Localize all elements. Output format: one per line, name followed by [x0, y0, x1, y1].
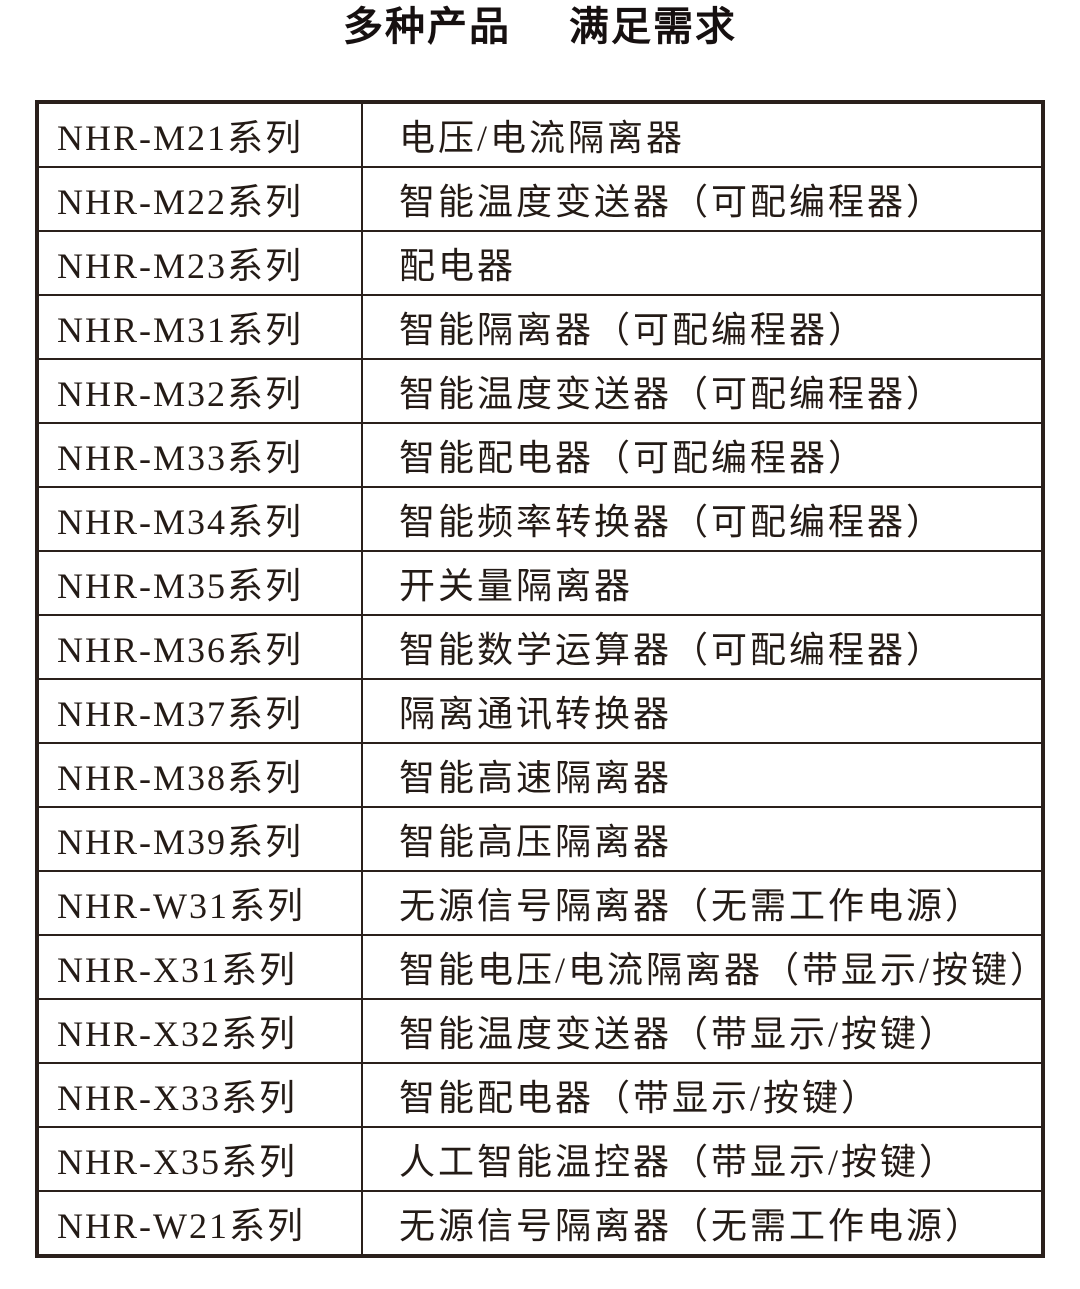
table-row: NHR-M34系列 智能频率转换器（可配编程器）: [36, 486, 1044, 552]
table-row: NHR-M35系列 开关量隔离器: [36, 550, 1044, 616]
product-description-cell: 电压/电流隔离器: [361, 101, 1044, 168]
page-title: 多种产品 满足需求: [0, 4, 1080, 50]
product-description-cell: 智能频率转换器（可配编程器）: [361, 486, 1044, 552]
table-row: NHR-X31系列 智能电压/电流隔离器（带显示/按键）: [36, 934, 1044, 1000]
product-description-cell: 无源信号隔离器（无需工作电源）: [361, 1190, 1044, 1257]
table-row: NHR-W31系列 无源信号隔离器（无需工作电源）: [36, 870, 1044, 936]
table-row: NHR-M22系列 智能温度变送器（可配编程器）: [36, 166, 1044, 232]
series-name-cell: NHR-M36系列: [36, 614, 363, 680]
table-row: NHR-M21系列 电压/电流隔离器: [36, 101, 1044, 168]
series-name-cell: NHR-X35系列: [36, 1126, 363, 1192]
product-description-cell: 智能温度变送器（带显示/按键）: [361, 998, 1044, 1064]
table-row: NHR-M36系列 智能数学运算器（可配编程器）: [36, 614, 1044, 680]
series-name-cell: NHR-M38系列: [36, 742, 363, 808]
table-row: NHR-M38系列 智能高速隔离器: [36, 742, 1044, 808]
table-row: NHR-X35系列 人工智能温控器（带显示/按键）: [36, 1126, 1044, 1192]
table-row: NHR-M32系列 智能温度变送器（可配编程器）: [36, 358, 1044, 424]
series-name-cell: NHR-M33系列: [36, 422, 363, 488]
series-name-cell: NHR-M23系列: [36, 230, 363, 296]
product-description-cell: 智能电压/电流隔离器（带显示/按键）: [361, 934, 1044, 1000]
product-description-cell: 配电器: [361, 230, 1044, 296]
series-name-cell: NHR-M21系列: [36, 101, 363, 168]
product-description-cell: 智能隔离器（可配编程器）: [361, 294, 1044, 360]
series-name-cell: NHR-X33系列: [36, 1062, 363, 1128]
series-name-cell: NHR-M22系列: [36, 166, 363, 232]
series-name-cell: NHR-M31系列: [36, 294, 363, 360]
table-row: NHR-X33系列 智能配电器（带显示/按键）: [36, 1062, 1044, 1128]
series-name-cell: NHR-M37系列: [36, 678, 363, 744]
series-name-cell: NHR-M35系列: [36, 550, 363, 616]
product-description-cell: 智能数学运算器（可配编程器）: [361, 614, 1044, 680]
page-title-part-2: 满足需求: [569, 4, 737, 50]
product-description-cell: 智能高压隔离器: [361, 806, 1044, 872]
product-description-cell: 智能温度变送器（可配编程器）: [361, 166, 1044, 232]
product-description-cell: 隔离通讯转换器: [361, 678, 1044, 744]
product-description-cell: 智能配电器（带显示/按键）: [361, 1062, 1044, 1128]
product-description-cell: 智能温度变送器（可配编程器）: [361, 358, 1044, 424]
series-name-cell: NHR-X32系列: [36, 998, 363, 1064]
series-name-cell: NHR-W21系列: [36, 1190, 363, 1257]
series-name-cell: NHR-X31系列: [36, 934, 363, 1000]
product-description-cell: 智能高速隔离器: [361, 742, 1044, 808]
product-description-cell: 人工智能温控器（带显示/按键）: [361, 1126, 1044, 1192]
product-description-cell: 开关量隔离器: [361, 550, 1044, 616]
table-row: NHR-M33系列 智能配电器（可配编程器）: [36, 422, 1044, 488]
table-row: NHR-M23系列 配电器: [36, 230, 1044, 296]
page-title-part-1: 多种产品: [343, 4, 511, 50]
product-series-table-body: NHR-M21系列 电压/电流隔离器 NHR-M22系列 智能温度变送器（可配编…: [36, 101, 1044, 1257]
series-name-cell: NHR-M34系列: [36, 486, 363, 552]
table-row: NHR-X32系列 智能温度变送器（带显示/按键）: [36, 998, 1044, 1064]
table-row: NHR-M37系列 隔离通讯转换器: [36, 678, 1044, 744]
product-description-cell: 智能配电器（可配编程器）: [361, 422, 1044, 488]
series-name-cell: NHR-W31系列: [36, 870, 363, 936]
product-description-cell: 无源信号隔离器（无需工作电源）: [361, 870, 1044, 936]
series-name-cell: NHR-M32系列: [36, 358, 363, 424]
table-row: NHR-M31系列 智能隔离器（可配编程器）: [36, 294, 1044, 360]
table-row: NHR-W21系列 无源信号隔离器（无需工作电源）: [36, 1190, 1044, 1257]
series-name-cell: NHR-M39系列: [36, 806, 363, 872]
product-series-table: NHR-M21系列 电压/电流隔离器 NHR-M22系列 智能温度变送器（可配编…: [35, 100, 1045, 1258]
table-row: NHR-M39系列 智能高压隔离器: [36, 806, 1044, 872]
